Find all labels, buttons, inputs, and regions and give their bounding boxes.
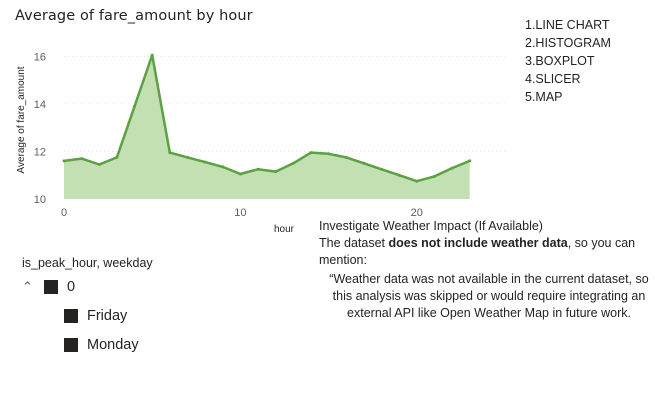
x-axis-title: hour xyxy=(274,224,295,235)
data-point xyxy=(150,53,154,57)
slicer-item-label: Monday xyxy=(87,337,139,353)
y-axis-title: Average of fare_amount xyxy=(16,66,27,173)
data-point xyxy=(97,163,101,166)
series-line xyxy=(63,53,471,183)
slicer-group-label: 0 xyxy=(67,279,76,295)
chevron-up-icon[interactable]: ⌃ xyxy=(22,279,33,294)
notes-item: 5.MAP xyxy=(525,90,563,104)
weather-quote-line: “Weather data was not available in the c… xyxy=(329,272,649,286)
notes-item: 3.BOXPLOT xyxy=(525,54,595,68)
checkbox-icon[interactable] xyxy=(44,280,58,294)
data-point xyxy=(133,104,137,108)
x-tick-label: 10 xyxy=(234,207,246,219)
y-tick-label: 16 xyxy=(34,51,46,63)
y-tick-label: 10 xyxy=(34,194,46,206)
notes-item: 1.LINE CHART xyxy=(525,18,610,32)
weather-statement-bold: does not include weather data xyxy=(388,236,568,250)
data-point xyxy=(62,159,66,163)
weather-statement: The dataset does not include weather dat… xyxy=(319,235,655,252)
notes-item: 4.SLICER xyxy=(525,72,581,86)
y-tick-label: 12 xyxy=(34,146,46,158)
data-point xyxy=(80,157,84,161)
x-tick-label: 20 xyxy=(411,207,423,219)
notes-list: 1.LINE CHART 2.HISTOGRAM 3.BOXPLOT 4.SLI… xyxy=(525,16,611,106)
weather-quote-line: this analysis was skipped or would requi… xyxy=(332,289,646,303)
slicer-item-monday[interactable]: Monday xyxy=(64,337,139,353)
weather-textbox: Investigate Weather Impact (If Available… xyxy=(319,218,655,322)
slicer-item-friday[interactable]: Friday xyxy=(64,308,127,324)
weather-statement-prefix: The dataset xyxy=(319,236,389,250)
data-point xyxy=(186,155,189,159)
data-point xyxy=(415,179,419,183)
notes-item: 2.HISTOGRAM xyxy=(525,36,611,50)
x-tick-label: 0 xyxy=(61,207,67,219)
data-point xyxy=(291,161,295,165)
data-point xyxy=(221,165,225,169)
weather-statement-suffix: , so you can xyxy=(567,236,636,250)
series-area xyxy=(64,55,470,199)
checkbox-icon[interactable] xyxy=(64,309,78,323)
data-point xyxy=(380,167,383,171)
data-point xyxy=(344,155,348,159)
data-point xyxy=(256,167,260,171)
data-point xyxy=(115,155,119,159)
weather-statement-cont: mention: xyxy=(319,253,367,267)
slicer-header: is_peak_hour, weekday xyxy=(22,256,153,270)
data-point xyxy=(362,161,366,165)
weather-quote-line: external API like Open Weather Map in fu… xyxy=(347,306,631,320)
checkbox-icon[interactable] xyxy=(64,338,78,352)
data-point xyxy=(327,152,331,156)
data-point xyxy=(168,151,172,155)
slicer-group-0[interactable]: ⌃ 0 xyxy=(22,279,75,295)
data-point xyxy=(238,172,242,176)
weather-heading: Investigate Weather Impact (If Available… xyxy=(319,219,543,233)
area-chart[interactable]: 10 12 14 16 0 10 20 hour Average of fare_amount xyxy=(0,0,520,240)
data-point xyxy=(450,166,454,170)
weather-quote: “Weather data was not available in the c… xyxy=(319,271,655,322)
data-point xyxy=(432,174,436,178)
data-point xyxy=(468,159,472,163)
y-tick-label: 14 xyxy=(34,99,46,111)
data-point xyxy=(397,173,401,177)
data-point xyxy=(309,151,313,155)
data-point xyxy=(203,160,207,164)
data-point xyxy=(274,170,278,174)
slicer-item-label: Friday xyxy=(87,308,128,324)
chart-title: Average of fare_amount by hour xyxy=(15,8,253,24)
